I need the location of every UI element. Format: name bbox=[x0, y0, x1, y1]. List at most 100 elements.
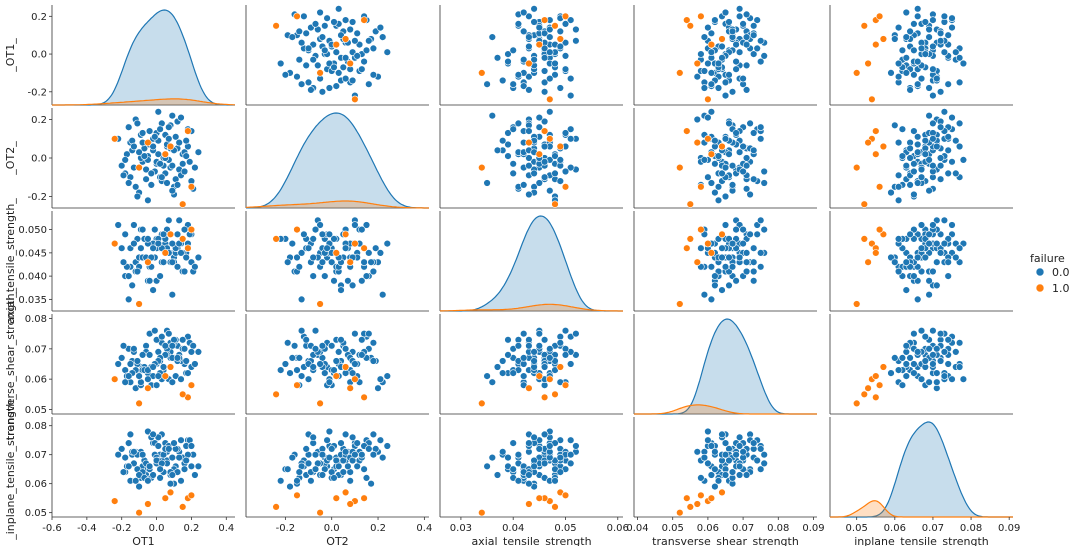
point-failure-0 bbox=[168, 111, 177, 120]
point-failure-1 bbox=[341, 230, 350, 239]
point-failure-1 bbox=[686, 503, 694, 511]
point-failure-0 bbox=[504, 129, 512, 137]
point-failure-0 bbox=[913, 348, 922, 356]
point-failure-0 bbox=[735, 253, 744, 262]
point-failure-0 bbox=[742, 249, 751, 257]
ylabel: _inplane_tensile_strength_ bbox=[4, 394, 17, 541]
point-failure-1 bbox=[864, 59, 872, 68]
point-failure-0 bbox=[360, 465, 368, 473]
point-failure-0 bbox=[910, 272, 918, 280]
point-failure-0 bbox=[525, 480, 533, 488]
panel-r3-c1 bbox=[245, 314, 429, 415]
point-failure-0 bbox=[721, 135, 730, 143]
point-failure-1 bbox=[360, 16, 368, 24]
point-failure-0 bbox=[281, 360, 290, 368]
point-failure-0 bbox=[693, 72, 701, 81]
point-failure-1 bbox=[872, 249, 880, 257]
kde-line-failure-1 bbox=[634, 404, 817, 415]
point-failure-1 bbox=[718, 35, 726, 43]
point-failure-0 bbox=[119, 258, 128, 266]
point-failure-0 bbox=[756, 445, 765, 453]
point-failure-0 bbox=[704, 436, 712, 444]
point-failure-0 bbox=[335, 5, 343, 13]
point-failure-1 bbox=[868, 95, 876, 104]
point-failure-0 bbox=[365, 330, 373, 338]
xtick-label: 0.0 bbox=[324, 523, 340, 534]
ytick-label: 0.2 bbox=[31, 115, 47, 126]
point-failure-1 bbox=[686, 200, 694, 208]
point-failure-0 bbox=[925, 187, 933, 195]
point-failure-0 bbox=[514, 477, 523, 485]
point-failure-1 bbox=[166, 142, 175, 151]
point-failure-0 bbox=[936, 162, 945, 170]
point-failure-0 bbox=[156, 465, 164, 473]
point-failure-0 bbox=[358, 65, 366, 73]
panel-r4-c2: 0.03 0.04 0.05 0.06 axial_tensile_strength bbox=[439, 417, 629, 546]
point-failure-1 bbox=[341, 363, 350, 371]
point-failure-0 bbox=[925, 111, 933, 120]
point-failure-0 bbox=[561, 129, 570, 137]
point-failure-0 bbox=[325, 230, 334, 239]
point-failure-1 bbox=[161, 150, 170, 158]
point-failure-0 bbox=[704, 427, 712, 436]
point-failure-0 bbox=[180, 465, 189, 473]
point-failure-0 bbox=[556, 177, 564, 185]
xtick-label: -0.6 bbox=[42, 523, 62, 534]
point-failure-0 bbox=[955, 142, 964, 151]
point-failure-0 bbox=[936, 29, 945, 37]
point-failure-0 bbox=[735, 462, 744, 470]
xtick-label: 0.2 bbox=[183, 523, 199, 534]
point-failure-1 bbox=[693, 258, 701, 266]
point-failure-0 bbox=[504, 57, 512, 66]
point-failure-0 bbox=[718, 169, 726, 178]
point-failure-0 bbox=[119, 171, 128, 180]
point-failure-0 bbox=[894, 23, 903, 32]
point-failure-0 bbox=[921, 18, 929, 26]
point-failure-0 bbox=[483, 372, 491, 380]
point-failure-0 bbox=[572, 37, 580, 45]
point-failure-1 bbox=[697, 183, 705, 191]
point-failure-0 bbox=[293, 477, 301, 485]
xtick-label: 0.2 bbox=[370, 523, 386, 534]
point-failure-0 bbox=[365, 445, 373, 453]
panel-r4-c0: 0.05 0.06 0.07 0.08 _inplane_tensile_strengt… bbox=[4, 394, 235, 546]
point-failure-0 bbox=[933, 239, 941, 248]
point-failure-1 bbox=[351, 239, 359, 248]
point-failure-0 bbox=[321, 369, 329, 377]
point-failure-0 bbox=[158, 333, 166, 341]
point-failure-1 bbox=[360, 244, 368, 252]
point-failure-0 bbox=[721, 451, 730, 459]
point-failure-0 bbox=[383, 48, 391, 56]
point-failure-0 bbox=[519, 27, 528, 36]
panel-r2-c1 bbox=[245, 211, 429, 312]
point-failure-0 bbox=[168, 187, 177, 195]
point-failure-0 bbox=[300, 230, 308, 239]
point-failure-0 bbox=[902, 342, 910, 350]
point-failure-0 bbox=[572, 330, 580, 338]
point-failure-0 bbox=[561, 20, 570, 28]
point-failure-1 bbox=[872, 372, 880, 380]
point-failure-0 bbox=[906, 354, 914, 362]
point-failure-1 bbox=[852, 399, 861, 408]
kde-fill-failure-0 bbox=[830, 422, 1013, 517]
point-failure-0 bbox=[288, 453, 296, 462]
point-failure-0 bbox=[168, 258, 177, 266]
point-failure-0 bbox=[156, 272, 164, 280]
point-failure-0 bbox=[561, 327, 570, 335]
point-failure-0 bbox=[154, 372, 163, 380]
point-failure-1 bbox=[332, 494, 340, 502]
point-failure-0 bbox=[944, 169, 952, 178]
point-failure-1 bbox=[346, 384, 354, 392]
point-failure-0 bbox=[304, 459, 313, 468]
xtick-label: -0.2 bbox=[276, 523, 296, 534]
point-failure-0 bbox=[175, 216, 183, 225]
point-failure-0 bbox=[179, 336, 187, 344]
point-failure-1 bbox=[718, 488, 726, 497]
point-failure-1 bbox=[184, 244, 192, 252]
point-failure-1 bbox=[875, 183, 884, 191]
point-failure-0 bbox=[182, 357, 190, 365]
xtick-label: 0.08 bbox=[960, 523, 982, 534]
point-failure-0 bbox=[519, 330, 528, 338]
point-failure-0 bbox=[304, 78, 313, 87]
point-failure-0 bbox=[137, 378, 145, 386]
